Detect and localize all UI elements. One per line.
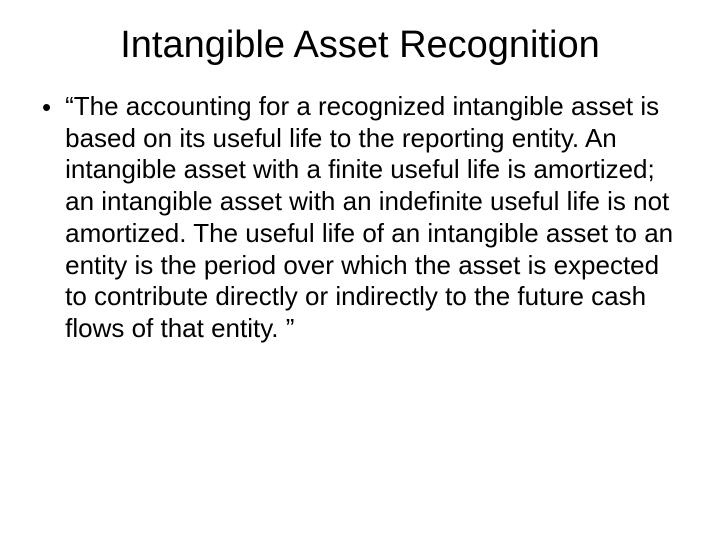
slide: Intangible Asset Recognition • “The acco… — [0, 0, 720, 540]
bullet-item: • “The accounting for a recognized intan… — [36, 91, 684, 345]
bullet-marker: • — [42, 91, 51, 124]
slide-title: Intangible Asset Recognition — [36, 24, 684, 67]
bullet-text: “The accounting for a recognized intangi… — [65, 91, 684, 345]
